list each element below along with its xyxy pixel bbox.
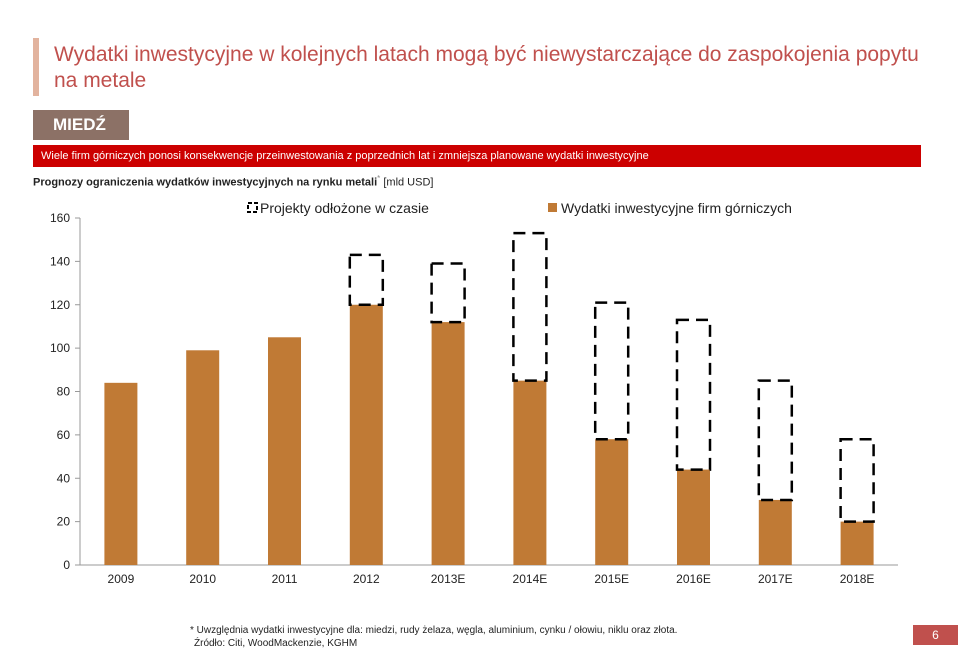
bar-2010 xyxy=(186,350,220,565)
legend-label-deferred: Projekty odłożone w czasie xyxy=(260,200,429,216)
title-accent-bar xyxy=(33,38,39,96)
y-tick-label: 120 xyxy=(50,298,70,312)
legend-swatch-capex xyxy=(548,203,557,212)
page-number: 6 xyxy=(913,625,958,645)
x-tick-label: 2012 xyxy=(353,572,380,586)
deferred-bar-2014E xyxy=(512,231,548,382)
x-tick-label: 2015E xyxy=(594,572,629,586)
bar-2012 xyxy=(349,304,383,565)
deferred-bar-2015E xyxy=(593,301,630,441)
deferred-bar-2018E xyxy=(839,437,875,523)
x-tick-label: 2013E xyxy=(431,572,466,586)
footnote: * Uwzględnia wydatki inwestycyjne dla: m… xyxy=(190,624,677,650)
subtitle-text: Prognozy ograniczenia wydatków inwestycy… xyxy=(33,176,378,189)
subtitle-footnote-mark: * xyxy=(377,174,381,183)
deferred-bar-2012 xyxy=(348,253,385,306)
chart-subtitle: Prognozy ograniczenia wydatków inwestycy… xyxy=(33,174,433,189)
bar-2011 xyxy=(268,337,301,565)
x-tick-label: 2014E xyxy=(513,572,548,586)
x-tick-label: 2011 xyxy=(272,572,298,586)
subtitle-unit: [mld USD] xyxy=(383,176,434,189)
legend-swatch-deferred xyxy=(247,202,258,213)
deferred-bar-2013E xyxy=(430,262,466,324)
y-tick-label: 40 xyxy=(57,471,71,485)
y-tick-label: 0 xyxy=(63,558,70,572)
x-tick-label: 2017E xyxy=(758,572,793,586)
x-tick-label: 2010 xyxy=(189,572,216,586)
bar-2015E xyxy=(595,439,629,565)
bar-2018E xyxy=(840,521,874,565)
y-tick-label: 160 xyxy=(50,211,70,225)
bar-2016E xyxy=(677,469,710,565)
y-tick-label: 20 xyxy=(57,515,71,529)
deferred-bar-2016E xyxy=(675,318,712,471)
x-tick-label: 2018E xyxy=(840,572,875,586)
y-tick-label: 100 xyxy=(50,341,70,355)
bar-2013E xyxy=(431,322,465,565)
section-tag: MIEDŹ xyxy=(33,110,129,140)
bar-2017E xyxy=(758,499,792,565)
footnote-source: Źródło: Citi, WoodMackenzie, KGHM xyxy=(194,638,358,649)
bar-2009 xyxy=(104,382,138,565)
x-tick-label: 2009 xyxy=(108,572,135,586)
headline-banner: Wiele firm górniczych ponosi konsekwencj… xyxy=(33,145,921,167)
legend-label-capex: Wydatki inwestycyjne firm górniczych xyxy=(561,200,792,216)
y-tick-label: 80 xyxy=(57,385,71,399)
page-title: Wydatki inwestycyjne w kolejnych latach … xyxy=(54,43,919,92)
x-tick-label: 2016E xyxy=(676,572,711,586)
y-tick-label: 60 xyxy=(57,428,71,442)
deferred-bar-2017E xyxy=(757,379,794,502)
bar-2014E xyxy=(513,380,547,565)
y-tick-label: 140 xyxy=(50,254,70,268)
footnote-note: * Uwzględnia wydatki inwestycyjne dla: m… xyxy=(190,625,678,636)
